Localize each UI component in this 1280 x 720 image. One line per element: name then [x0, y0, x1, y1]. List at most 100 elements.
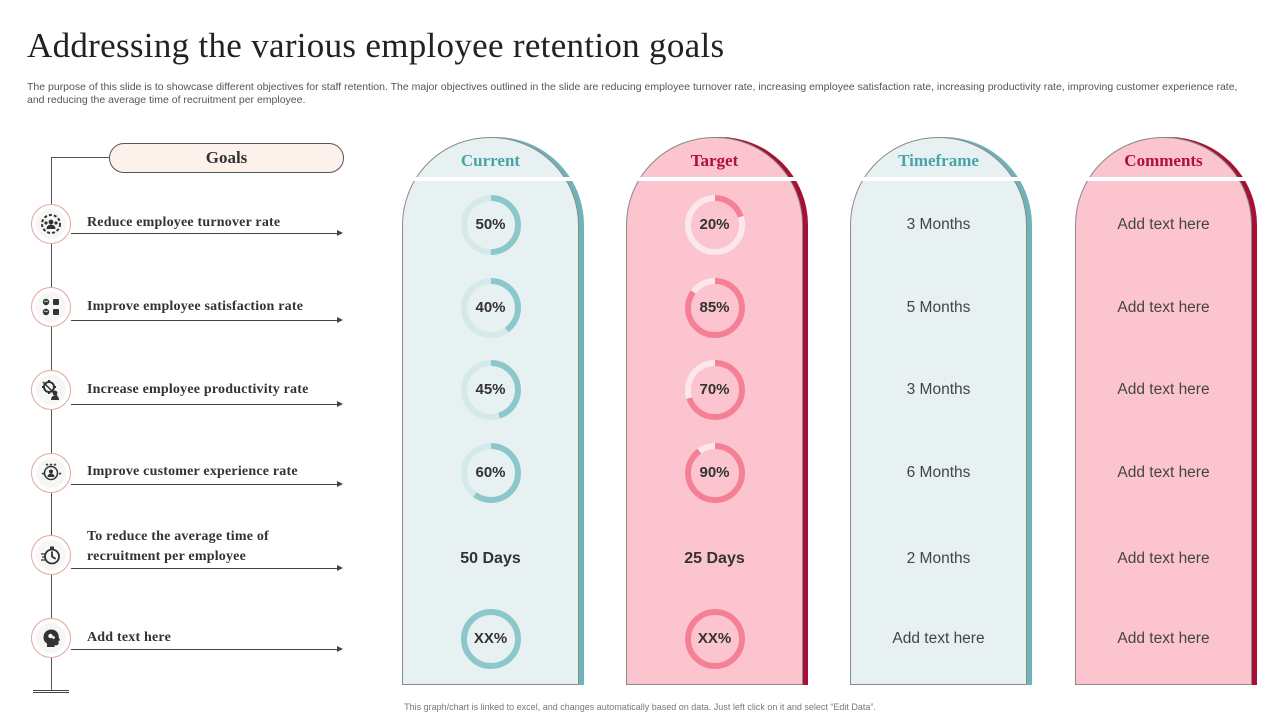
icon-glyph	[36, 540, 66, 570]
header-divider	[627, 177, 807, 181]
timeframe-text: 3 Months	[906, 216, 971, 233]
feedback-icon	[31, 287, 71, 327]
ring-fill	[460, 443, 521, 503]
comments-column: Comments Add text here Add text here Add t…	[1075, 137, 1257, 685]
ring-fill	[460, 360, 521, 420]
comments-text: Add text here	[1117, 381, 1210, 398]
current-column: Current 50% 40% 45% 60% 50 Days XX%	[402, 137, 584, 685]
icon-glyph	[36, 209, 66, 239]
ring-value: 60%	[475, 464, 506, 481]
goal-arrow	[71, 646, 343, 652]
target-cell: 85%	[626, 277, 803, 339]
ring-fill	[684, 195, 745, 255]
comments-cell: Add text here	[1075, 359, 1252, 421]
timeframe-cell: 2 Months	[850, 528, 1027, 590]
days-value: 25 Days	[684, 550, 745, 567]
target-cell: 90%	[626, 442, 803, 504]
progress-ring: XX%	[684, 608, 746, 670]
timeframe-cell: 3 Months	[850, 359, 1027, 421]
stopwatch-icon	[31, 535, 71, 575]
target-header: Target	[690, 151, 739, 170]
timeframe-text: 5 Months	[906, 299, 971, 316]
column-body	[402, 137, 579, 685]
column-body	[1075, 137, 1252, 685]
goal-label: To reduce the average time of recruitmen…	[87, 529, 269, 564]
comments-cell: Add text here	[1075, 194, 1252, 256]
current-cell: 45%	[402, 359, 579, 421]
ring-value: 90%	[699, 464, 730, 481]
ring-value: 45%	[475, 381, 506, 398]
timeframe-text: 6 Months	[906, 464, 971, 481]
progress-ring: 60%	[460, 442, 522, 504]
current-cell: 50%	[402, 194, 579, 256]
comments-text: Add text here	[1117, 550, 1210, 567]
target-cell: 70%	[626, 359, 803, 421]
svg-text:★: ★	[58, 471, 63, 476]
timeframe-text: Add text here	[892, 630, 985, 647]
timeframe-text: 2 Months	[906, 550, 971, 567]
target-cell: XX%	[626, 608, 803, 670]
ring-fill	[684, 609, 745, 669]
timeframe-cell: 5 Months	[850, 277, 1027, 339]
goals-connector-line	[51, 157, 109, 158]
footer-note: This graph/chart is linked to excel, and…	[404, 702, 876, 712]
progress-ring: 90%	[684, 442, 746, 504]
ring-fill	[684, 360, 745, 420]
timeframe-cell: 6 Months	[850, 442, 1027, 504]
current-header: Current	[460, 151, 521, 170]
svg-text:★: ★	[41, 471, 46, 476]
comments-text: Add text here	[1117, 216, 1210, 233]
page-title: Addressing the various employee retentio…	[27, 26, 725, 65]
ring-value: 50%	[475, 216, 506, 233]
header-divider	[403, 177, 583, 181]
target-cell: 20%	[626, 194, 803, 256]
progress-ring: 50%	[460, 194, 522, 256]
icon-glyph	[36, 292, 66, 322]
current-cell: 60%	[402, 442, 579, 504]
target-cell: 25 Days	[626, 528, 803, 590]
current-cell: XX%	[402, 608, 579, 670]
icon-glyph	[36, 623, 66, 653]
timeframe-cell: 3 Months	[850, 194, 1027, 256]
ring-fill	[460, 278, 521, 338]
column-body	[626, 137, 803, 685]
ring-value: 70%	[699, 381, 730, 398]
ring-value: XX%	[473, 630, 508, 647]
comments-text: Add text here	[1117, 464, 1210, 481]
page-description: The purpose of this slide is to showcase…	[27, 81, 1238, 106]
progress-ring: 40%	[460, 277, 522, 339]
goal-label: Add text here	[87, 630, 171, 645]
ring-fill	[460, 609, 521, 669]
current-cell: 40%	[402, 277, 579, 339]
goal-label: Improve customer experience rate	[87, 464, 298, 479]
goal-arrow	[71, 317, 343, 323]
customer-rating-icon: ★★★ ★ ★	[31, 453, 71, 493]
team-gear-icon	[31, 204, 71, 244]
goal-label: Improve employee satisfaction rate	[87, 299, 304, 314]
header-divider	[1076, 177, 1256, 181]
goal-label: Increase employee productivity rate	[87, 382, 309, 397]
head-profile-icon	[31, 618, 71, 658]
goal-arrow	[71, 401, 343, 407]
goals-timeline-line	[51, 158, 52, 690]
progress-ring: XX%	[460, 608, 522, 670]
progress-ring: 20%	[684, 194, 746, 256]
goal-arrow	[71, 230, 343, 236]
ring-value: 40%	[475, 299, 506, 316]
comments-cell: Add text here	[1075, 608, 1252, 670]
progress-ring: 70%	[684, 359, 746, 421]
comments-text: Add text here	[1117, 630, 1210, 647]
svg-text:★★★: ★★★	[45, 462, 58, 467]
icon-glyph	[36, 375, 66, 405]
progress-ring: 45%	[460, 359, 522, 421]
timeframe-header: Timeframe	[898, 151, 979, 170]
column-body	[850, 137, 1027, 685]
ring-fill	[684, 278, 745, 338]
goal-label: Reduce employee turnover rate	[87, 215, 281, 230]
ring-value: 20%	[699, 216, 730, 233]
goal-arrow	[71, 565, 343, 571]
ring-fill	[684, 443, 745, 503]
timeline-base	[33, 690, 69, 693]
header-divider	[851, 177, 1031, 181]
progress-ring: 85%	[684, 277, 746, 339]
